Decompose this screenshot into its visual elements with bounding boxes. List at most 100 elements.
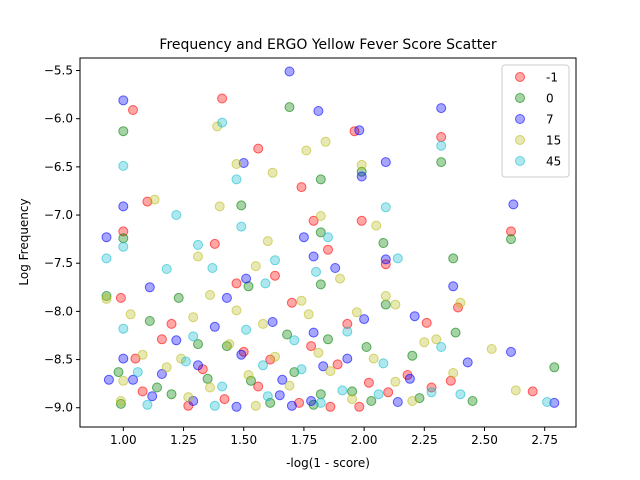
- x-axis: 1.00 1.25 1.50 1.75 2.00 2.25 2.50 2.75: [110, 427, 558, 447]
- data-point-series-4: [207, 263, 218, 273]
- data-point-series-3: [231, 305, 242, 316]
- data-point-series-0: [137, 386, 148, 397]
- data-point-series-4: [118, 160, 129, 171]
- data-point-series-3: [267, 167, 278, 178]
- data-point-series-1: [152, 382, 162, 393]
- y-tick-label: −8.0: [44, 304, 73, 318]
- data-point-series-3: [224, 339, 235, 350]
- data-point-series-4: [101, 253, 112, 264]
- data-point-series-2: [380, 157, 391, 168]
- data-point-series-0: [209, 238, 220, 249]
- data-point-series-4: [455, 389, 466, 400]
- data-point-series-3: [407, 396, 418, 406]
- data-point-series-3: [325, 366, 336, 377]
- data-point-series-2: [313, 106, 324, 116]
- data-point-series-2: [506, 346, 516, 357]
- data-point-series-4: [378, 358, 389, 369]
- data-point-series-1: [144, 316, 155, 326]
- legend-marker: [515, 114, 525, 124]
- data-point-series-4: [142, 399, 153, 410]
- data-point-series-4: [161, 264, 172, 274]
- data-point-series-4: [180, 356, 191, 367]
- data-point-series-1: [173, 292, 184, 303]
- data-point-series-0: [270, 270, 280, 281]
- data-point-series-2: [308, 327, 319, 338]
- y-tick-label: −6.0: [44, 112, 73, 126]
- data-point-series-0: [166, 318, 177, 329]
- data-point-series-1: [467, 396, 478, 406]
- x-tick-label: 2.00: [351, 433, 378, 447]
- data-point-series-3: [371, 220, 382, 231]
- data-point-series-0: [253, 143, 264, 154]
- data-point-series-2: [156, 369, 167, 379]
- data-point-series-4: [217, 381, 228, 392]
- data-point-series-4: [315, 397, 326, 408]
- data-point-series-0: [363, 377, 374, 388]
- data-point-series-4: [118, 323, 129, 334]
- data-point-series-4: [426, 387, 437, 398]
- data-point-series-4: [258, 360, 268, 371]
- legend-label: 0: [546, 92, 554, 106]
- data-point-series-1: [378, 238, 389, 248]
- data-point-series-4: [270, 255, 280, 266]
- legend-box: [501, 64, 570, 178]
- data-point-series-3: [137, 349, 148, 360]
- data-point-series-3: [231, 159, 242, 169]
- data-point-series-1: [118, 233, 129, 244]
- data-point-series-3: [176, 353, 187, 364]
- data-point-series-4: [323, 232, 333, 243]
- data-point-series-1: [506, 234, 516, 245]
- legend: -1 0 7 15 45: [501, 64, 570, 178]
- data-point-series-2: [308, 251, 319, 262]
- data-point-series-2: [318, 361, 329, 372]
- data-point-series-3: [250, 400, 261, 411]
- data-point-series-3: [205, 382, 215, 393]
- data-point-series-2: [209, 321, 220, 332]
- data-point-series-3: [193, 251, 203, 262]
- data-point-series-4: [337, 385, 348, 396]
- data-point-series-2: [236, 349, 247, 360]
- data-point-series-3: [301, 145, 312, 156]
- data-point-series-2: [103, 374, 114, 385]
- x-tick-label: 1.50: [230, 433, 257, 447]
- chart-title: Frequency and ERGO Yellow Fever Score Sc…: [159, 37, 496, 53]
- data-point-series-0: [436, 132, 447, 142]
- data-point-series-3: [351, 307, 362, 318]
- data-point-series-2: [409, 311, 420, 322]
- data-point-series-1: [236, 200, 247, 211]
- data-point-series-3: [455, 297, 466, 308]
- data-point-series-0: [421, 317, 432, 328]
- data-point-series-1: [448, 253, 459, 264]
- data-point-series-1: [193, 339, 203, 350]
- data-point-series-4: [236, 221, 247, 232]
- data-point-series-3: [356, 159, 367, 170]
- y-tick-label: −8.5: [44, 353, 73, 367]
- data-point-series-2: [356, 171, 367, 182]
- data-point-series-3: [431, 334, 442, 345]
- data-point-series-3: [115, 396, 126, 406]
- data-point-series-4: [436, 342, 447, 352]
- data-point-series-4: [188, 331, 199, 342]
- data-point-series-2: [274, 390, 285, 401]
- x-tick-label: 2.25: [411, 433, 438, 447]
- plot-points-layer: [101, 66, 560, 412]
- data-point-series-4: [241, 324, 252, 335]
- data-point-series-0: [323, 244, 333, 255]
- data-point-series-4: [380, 202, 391, 213]
- data-point-series-4: [542, 397, 553, 407]
- data-point-series-2: [101, 232, 112, 243]
- data-point-series-2: [462, 357, 473, 368]
- data-point-series-3: [243, 370, 254, 380]
- data-point-series-2: [128, 374, 138, 385]
- data-point-series-2: [549, 397, 560, 408]
- y-axis: −9.0 −8.5 −8.0 −7.5 −7.0 −6.5 −6.0 −5.5: [44, 64, 80, 415]
- data-point-series-1: [246, 375, 256, 386]
- data-point-series-1: [450, 327, 461, 338]
- data-point-series-0: [356, 215, 367, 226]
- data-point-series-3: [390, 376, 401, 387]
- data-point-series-1: [380, 299, 391, 310]
- data-point-series-2: [118, 201, 129, 212]
- data-point-series-3: [270, 351, 280, 362]
- data-point-series-2: [267, 317, 278, 327]
